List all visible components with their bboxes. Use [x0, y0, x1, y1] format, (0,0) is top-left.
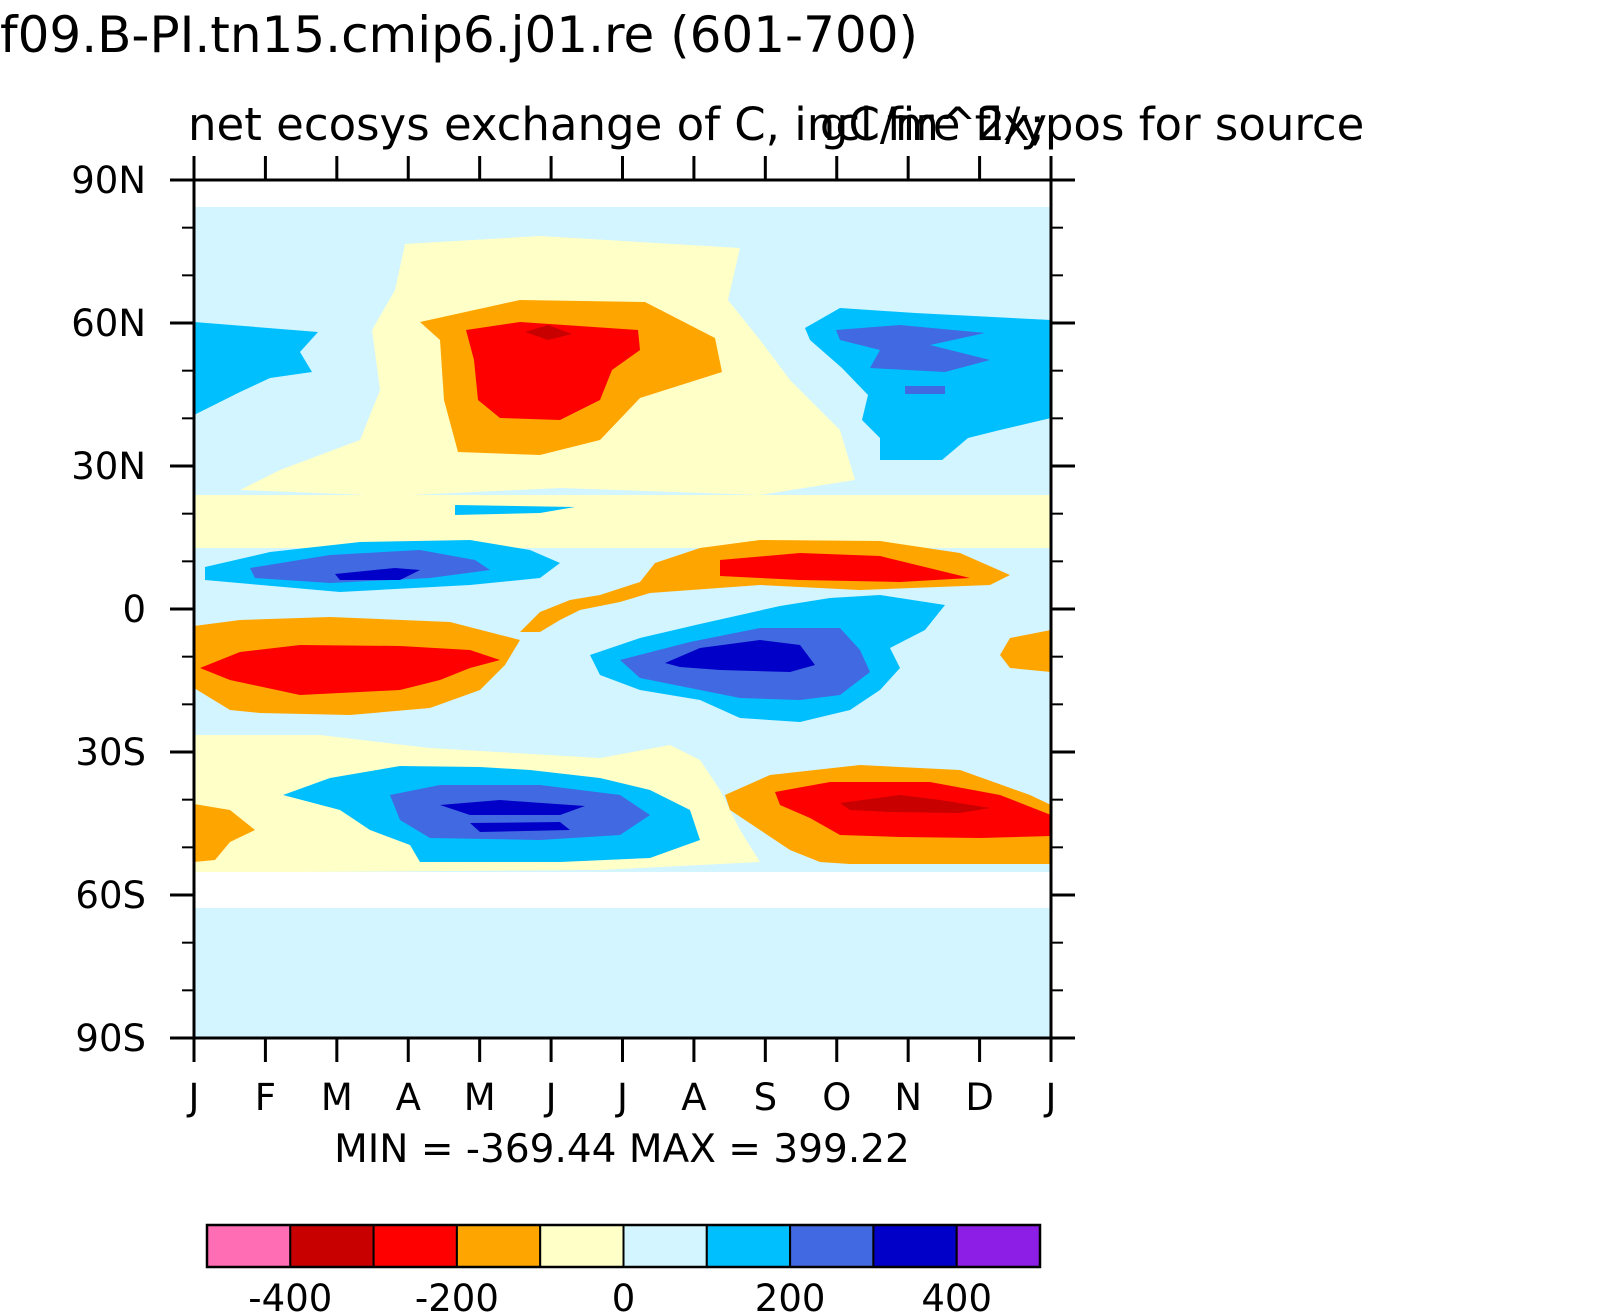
tropicS-red — [200, 645, 500, 695]
x-tick-label: J — [187, 1076, 200, 1119]
colorbar-swatch — [206, 1224, 292, 1268]
colorbar-swatch — [955, 1224, 1042, 1268]
x-tick-label: J — [615, 1076, 628, 1119]
x-tick-label: J — [544, 1076, 557, 1119]
colorbar-swatch — [289, 1224, 375, 1268]
colorbar-label: -400 — [248, 1277, 332, 1316]
colorbar-swatch — [372, 1224, 458, 1268]
x-tick-label: D — [965, 1076, 994, 1119]
tropicN-red — [720, 553, 970, 582]
x-tick-label: A — [396, 1076, 421, 1119]
tropicS-navy — [665, 640, 815, 672]
x-tick-label: J — [1044, 1076, 1057, 1119]
x-tick-label: F — [255, 1076, 276, 1119]
x-tick-label: S — [754, 1076, 778, 1119]
x-tick-label: A — [681, 1076, 706, 1119]
x-tick-label: M — [321, 1076, 353, 1119]
chart-subtitle-left: net ecosys exchange of C, incl fire flx;… — [188, 98, 1364, 151]
nh-hi-sky — [194, 322, 318, 415]
contour-fill-layer — [194, 207, 1051, 1038]
tropicN-sky-strip — [455, 505, 575, 515]
tropicN-royal — [250, 550, 490, 583]
y-tick-label: 90S — [75, 1017, 146, 1060]
colorbar: -400 -200 0 200 400 — [205, 1223, 1042, 1316]
shmid-darkred — [840, 795, 990, 813]
y-tick-label: 30N — [71, 445, 146, 488]
x-tick-label: M — [464, 1076, 496, 1119]
tropicN-navy — [335, 568, 420, 580]
x-tick-label: N — [894, 1076, 922, 1119]
shmid-orange-left — [194, 804, 255, 862]
nh-red — [466, 322, 640, 420]
colorbar-label: 200 — [755, 1277, 826, 1316]
colorbar-swatch — [872, 1224, 958, 1268]
y-tick-label: 60N — [71, 302, 146, 345]
colorbar-label: 0 — [612, 1277, 636, 1316]
y-axis: 90N 60N 30N 0 30S 60S 90S — [71, 159, 1075, 1060]
y-tick-label: 60S — [75, 874, 146, 917]
colorbar-label: -200 — [415, 1277, 499, 1316]
chart-subtitle-right: gC/m^2/y — [820, 98, 1047, 151]
colorbar-label: 400 — [921, 1277, 992, 1316]
y-tick-label: 30S — [75, 731, 146, 774]
nh-hi-royal-spot — [905, 386, 945, 394]
ocean-gap-south — [194, 872, 1051, 908]
colorbar-swatch — [622, 1224, 708, 1268]
nh-hi-royal — [836, 325, 990, 372]
y-tick-label: 90N — [71, 159, 146, 202]
y-tick-label: 0 — [122, 588, 146, 631]
colorbar-frame — [205, 1223, 1042, 1269]
colorbar-swatch — [789, 1224, 875, 1268]
nh-darkred — [525, 325, 572, 340]
colorbar-swatch — [539, 1224, 625, 1268]
shmid-navy — [440, 800, 585, 832]
x-tick-label: O — [822, 1076, 851, 1119]
chart-title: f09.B-PI.tn15.cmip6.j01.re (601-700) — [0, 6, 918, 64]
min-max-stats: MIN = -369.44 MAX = 399.22 — [334, 1127, 910, 1172]
ocean-gap-top — [194, 180, 1051, 207]
colorbar-swatch — [705, 1224, 792, 1268]
colorbar-swatch — [455, 1224, 542, 1268]
tropicS-orange-right — [1000, 630, 1051, 672]
nh-positive-yellow-band — [194, 495, 1051, 548]
